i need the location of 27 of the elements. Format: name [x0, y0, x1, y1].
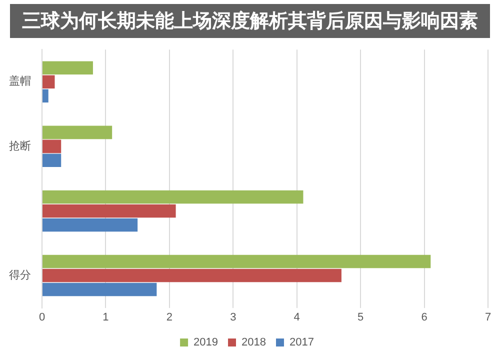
bar	[42, 204, 176, 218]
x-tick-label: 2	[166, 311, 172, 324]
bar	[42, 254, 431, 268]
bar	[42, 61, 93, 75]
x-tick-label: 6	[421, 311, 428, 324]
chart-title: 三球为何长期未能上场深度解析其背后原因与影响因素	[10, 4, 490, 38]
x-tick-label: 3	[230, 311, 236, 324]
bar	[42, 89, 48, 103]
bar	[42, 282, 157, 296]
bar	[42, 75, 55, 89]
bar	[42, 218, 138, 232]
legend-label: 2017	[289, 336, 314, 349]
bar	[42, 126, 112, 140]
y-tick-label: 得分	[9, 268, 31, 282]
bar	[42, 268, 342, 282]
x-tick-label: 4	[294, 311, 300, 324]
bar	[42, 190, 304, 204]
legend-label: 2019	[194, 336, 218, 349]
x-tick-label: 5	[358, 311, 364, 324]
bar	[42, 140, 62, 154]
bar	[42, 154, 62, 168]
y-tick-label: 盖帽	[9, 74, 31, 88]
legend-label: 2018	[242, 336, 266, 349]
x-tick-label: 1	[102, 311, 109, 324]
x-tick-label: 7	[484, 311, 492, 324]
y-tick-label: 抢断	[9, 139, 31, 152]
x-tick-label: 0	[38, 311, 46, 324]
